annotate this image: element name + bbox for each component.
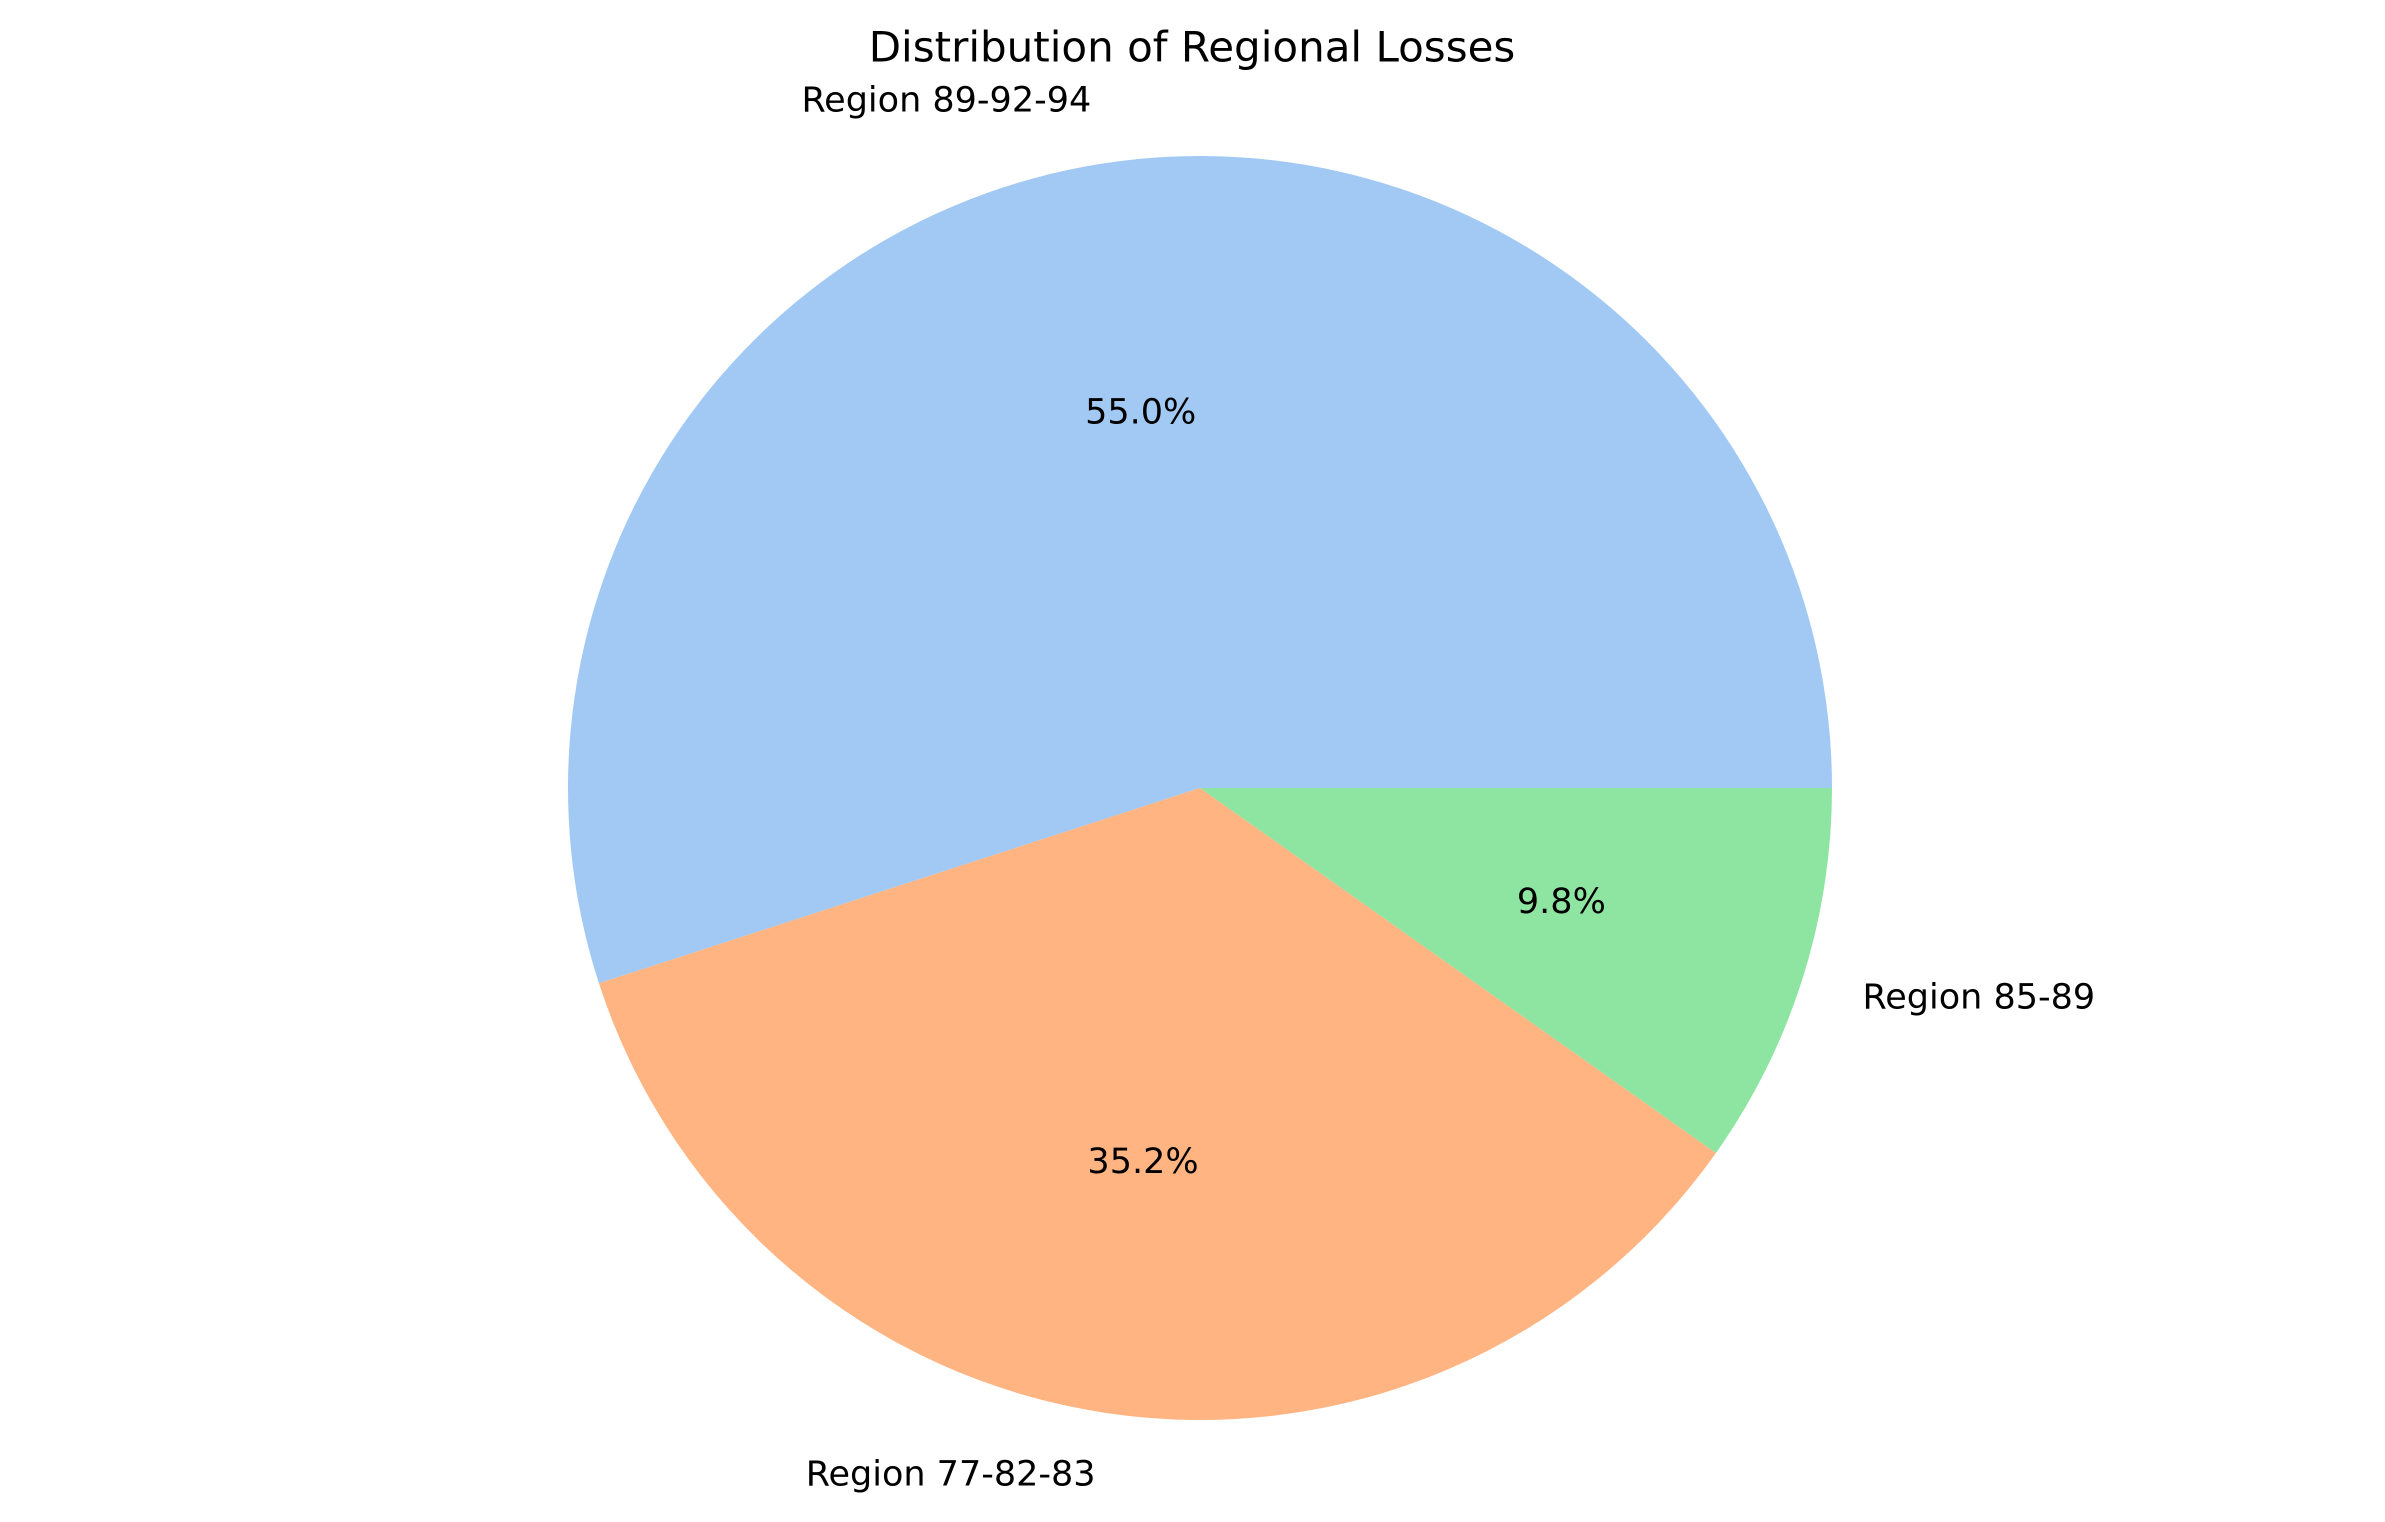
pie-slice bbox=[1200, 788, 1832, 1154]
pie-labels: 55.0% Region 89-92-94 35.2% Region 77-82-83… bbox=[801, 80, 2095, 1494]
pie-percent-label: 9.8% bbox=[1517, 882, 1606, 922]
pie-slice bbox=[568, 156, 1832, 984]
pie-category-label: Region 89-92-94 bbox=[801, 80, 1091, 120]
pie-slices bbox=[568, 156, 1832, 1421]
pie-slice bbox=[598, 788, 1716, 1421]
pie-percent-label: 35.2% bbox=[1087, 1142, 1198, 1182]
pie-category-label: Region 85-89 bbox=[1863, 978, 2096, 1018]
chart-title: Distribution of Regional Losses bbox=[869, 23, 1516, 72]
pie-category-label: Region 77-82-83 bbox=[806, 1454, 1096, 1494]
pie-percent-label: 55.0% bbox=[1085, 392, 1196, 432]
